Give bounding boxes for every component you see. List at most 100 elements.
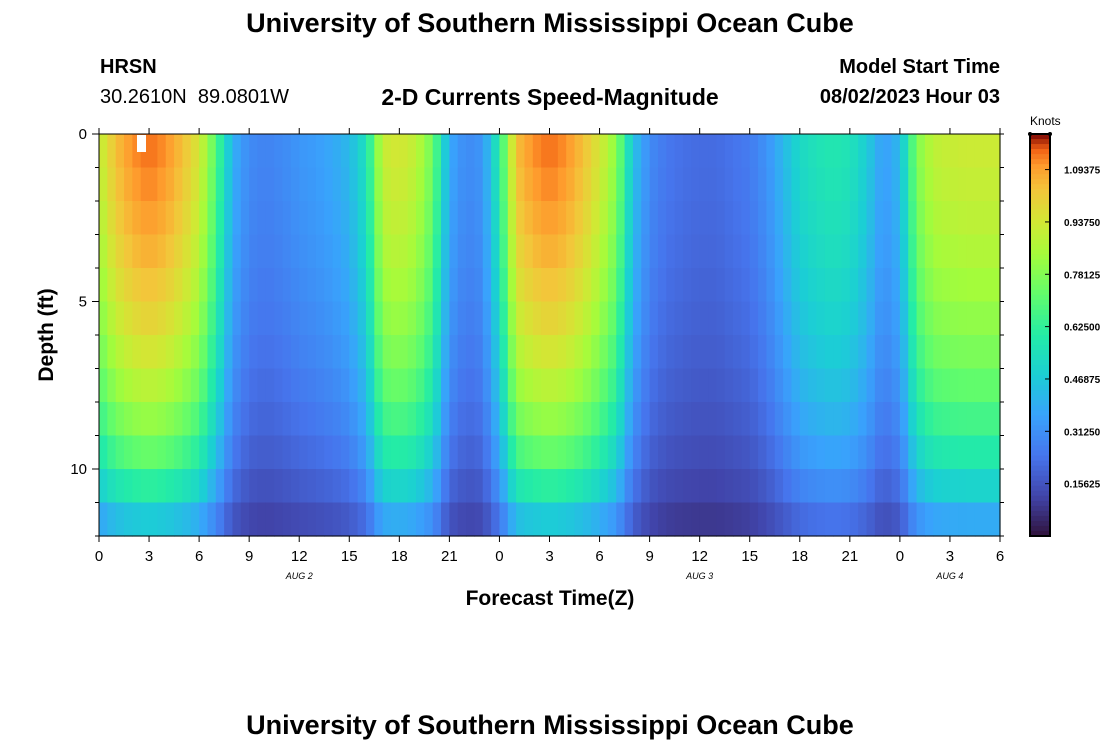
heatmap-cell — [99, 201, 108, 236]
heatmap-cell — [482, 134, 492, 169]
heatmap-cell — [924, 469, 934, 504]
heatmap-cell — [574, 368, 584, 403]
heatmap-cell — [774, 469, 784, 504]
heatmap-cell — [799, 268, 809, 303]
heatmap-cell — [699, 368, 709, 403]
heatmap-cell — [532, 469, 542, 504]
heatmap-cell — [115, 502, 125, 537]
heatmap-cell — [349, 469, 359, 504]
colorbar-segment — [1030, 445, 1050, 452]
heatmap-cell — [499, 201, 509, 236]
heatmap-cell — [591, 134, 601, 169]
heatmap-cell — [899, 134, 909, 169]
heatmap-cell — [357, 134, 367, 169]
heatmap-cell — [207, 402, 217, 437]
heatmap-cell — [758, 201, 768, 236]
heatmap-cell — [516, 234, 526, 269]
heatmap-cell — [724, 435, 734, 470]
heatmap-cell — [457, 268, 467, 303]
heatmap-cell — [691, 502, 701, 537]
heatmap-cell — [883, 268, 893, 303]
heatmap-cell — [958, 134, 968, 169]
heatmap-cell — [441, 134, 450, 169]
heatmap-cell — [858, 335, 868, 370]
heatmap-cell — [390, 301, 400, 336]
colorbar-segment — [1030, 304, 1050, 311]
heatmap-cell — [132, 469, 142, 504]
heatmap-cell — [165, 268, 175, 303]
heatmap-cell — [282, 402, 292, 437]
heatmap-cell — [240, 167, 250, 202]
heatmap-cell — [265, 335, 275, 370]
heatmap-cell — [215, 502, 225, 537]
heatmap-cell — [399, 335, 409, 370]
heatmap-cell — [532, 134, 542, 169]
colorbar-segment — [1030, 294, 1050, 301]
heatmap-cell — [257, 335, 267, 370]
heatmap-cell — [449, 368, 459, 403]
heatmap-cell — [899, 368, 909, 403]
heatmap-cell — [449, 134, 459, 169]
heatmap-cell — [699, 435, 709, 470]
heatmap-cell — [824, 435, 834, 470]
heatmap-cell — [657, 469, 667, 504]
heatmap-cell — [691, 435, 701, 470]
heatmap-cell — [824, 368, 834, 403]
heatmap-cell — [282, 301, 292, 336]
heatmap-cell — [182, 469, 192, 504]
x-tick-label: 21 — [441, 548, 458, 565]
colorbar-corner-dot — [1048, 132, 1052, 136]
heatmap-cell — [649, 301, 659, 336]
heatmap-cell — [265, 368, 275, 403]
heatmap-cell — [507, 469, 517, 504]
heatmap-cell — [874, 469, 884, 504]
heatmap-cell — [541, 201, 551, 236]
heatmap-cell — [766, 402, 776, 437]
heatmap-cell — [566, 234, 576, 269]
heatmap-cell — [816, 134, 826, 169]
heatmap-cell — [624, 402, 634, 437]
heatmap-cell — [966, 301, 976, 336]
heatmap-cell — [858, 134, 868, 169]
heatmap-cell — [599, 268, 609, 303]
heatmap-cell — [457, 167, 467, 202]
heatmap-cell — [299, 435, 309, 470]
heatmap-cell — [441, 402, 450, 437]
heatmap-cell — [716, 502, 726, 537]
heatmap-cell — [941, 234, 951, 269]
heatmap-cell — [466, 234, 476, 269]
heatmap-cell — [491, 234, 501, 269]
heatmap-cell — [290, 435, 300, 470]
heatmap-cell — [908, 469, 918, 504]
heatmap-cell — [858, 301, 868, 336]
heatmap-cell — [365, 234, 375, 269]
heatmap-cell — [407, 234, 417, 269]
heatmap-cell — [416, 435, 425, 470]
heatmap-cell — [616, 234, 626, 269]
heatmap-cell — [833, 335, 843, 370]
heatmap-cell — [891, 402, 901, 437]
heatmap-cell — [599, 469, 609, 504]
heatmap-cell — [207, 201, 217, 236]
heatmap-cell — [799, 167, 809, 202]
date-label: AUG 2 — [285, 571, 313, 581]
heatmap-cell — [549, 234, 559, 269]
colorbar-segment — [1030, 154, 1050, 160]
heatmap-cell — [632, 234, 642, 269]
heatmap-cell — [357, 402, 367, 437]
heatmap-cell — [624, 435, 634, 470]
heatmap-cell — [532, 402, 542, 437]
heatmap-cell — [874, 234, 884, 269]
heatmap-cell — [924, 335, 934, 370]
x-tick-label: 0 — [95, 548, 103, 565]
heatmap-cell — [441, 268, 450, 303]
heatmap-cell — [591, 268, 601, 303]
heatmap-cell — [516, 435, 526, 470]
heatmap-cell — [899, 301, 909, 336]
heatmap-cell — [215, 335, 225, 370]
heatmap-cell — [991, 502, 1001, 537]
heatmap-cell — [741, 268, 751, 303]
heatmap-cell — [833, 502, 843, 537]
heatmap-cell — [365, 368, 375, 403]
heatmap-cell — [941, 502, 951, 537]
